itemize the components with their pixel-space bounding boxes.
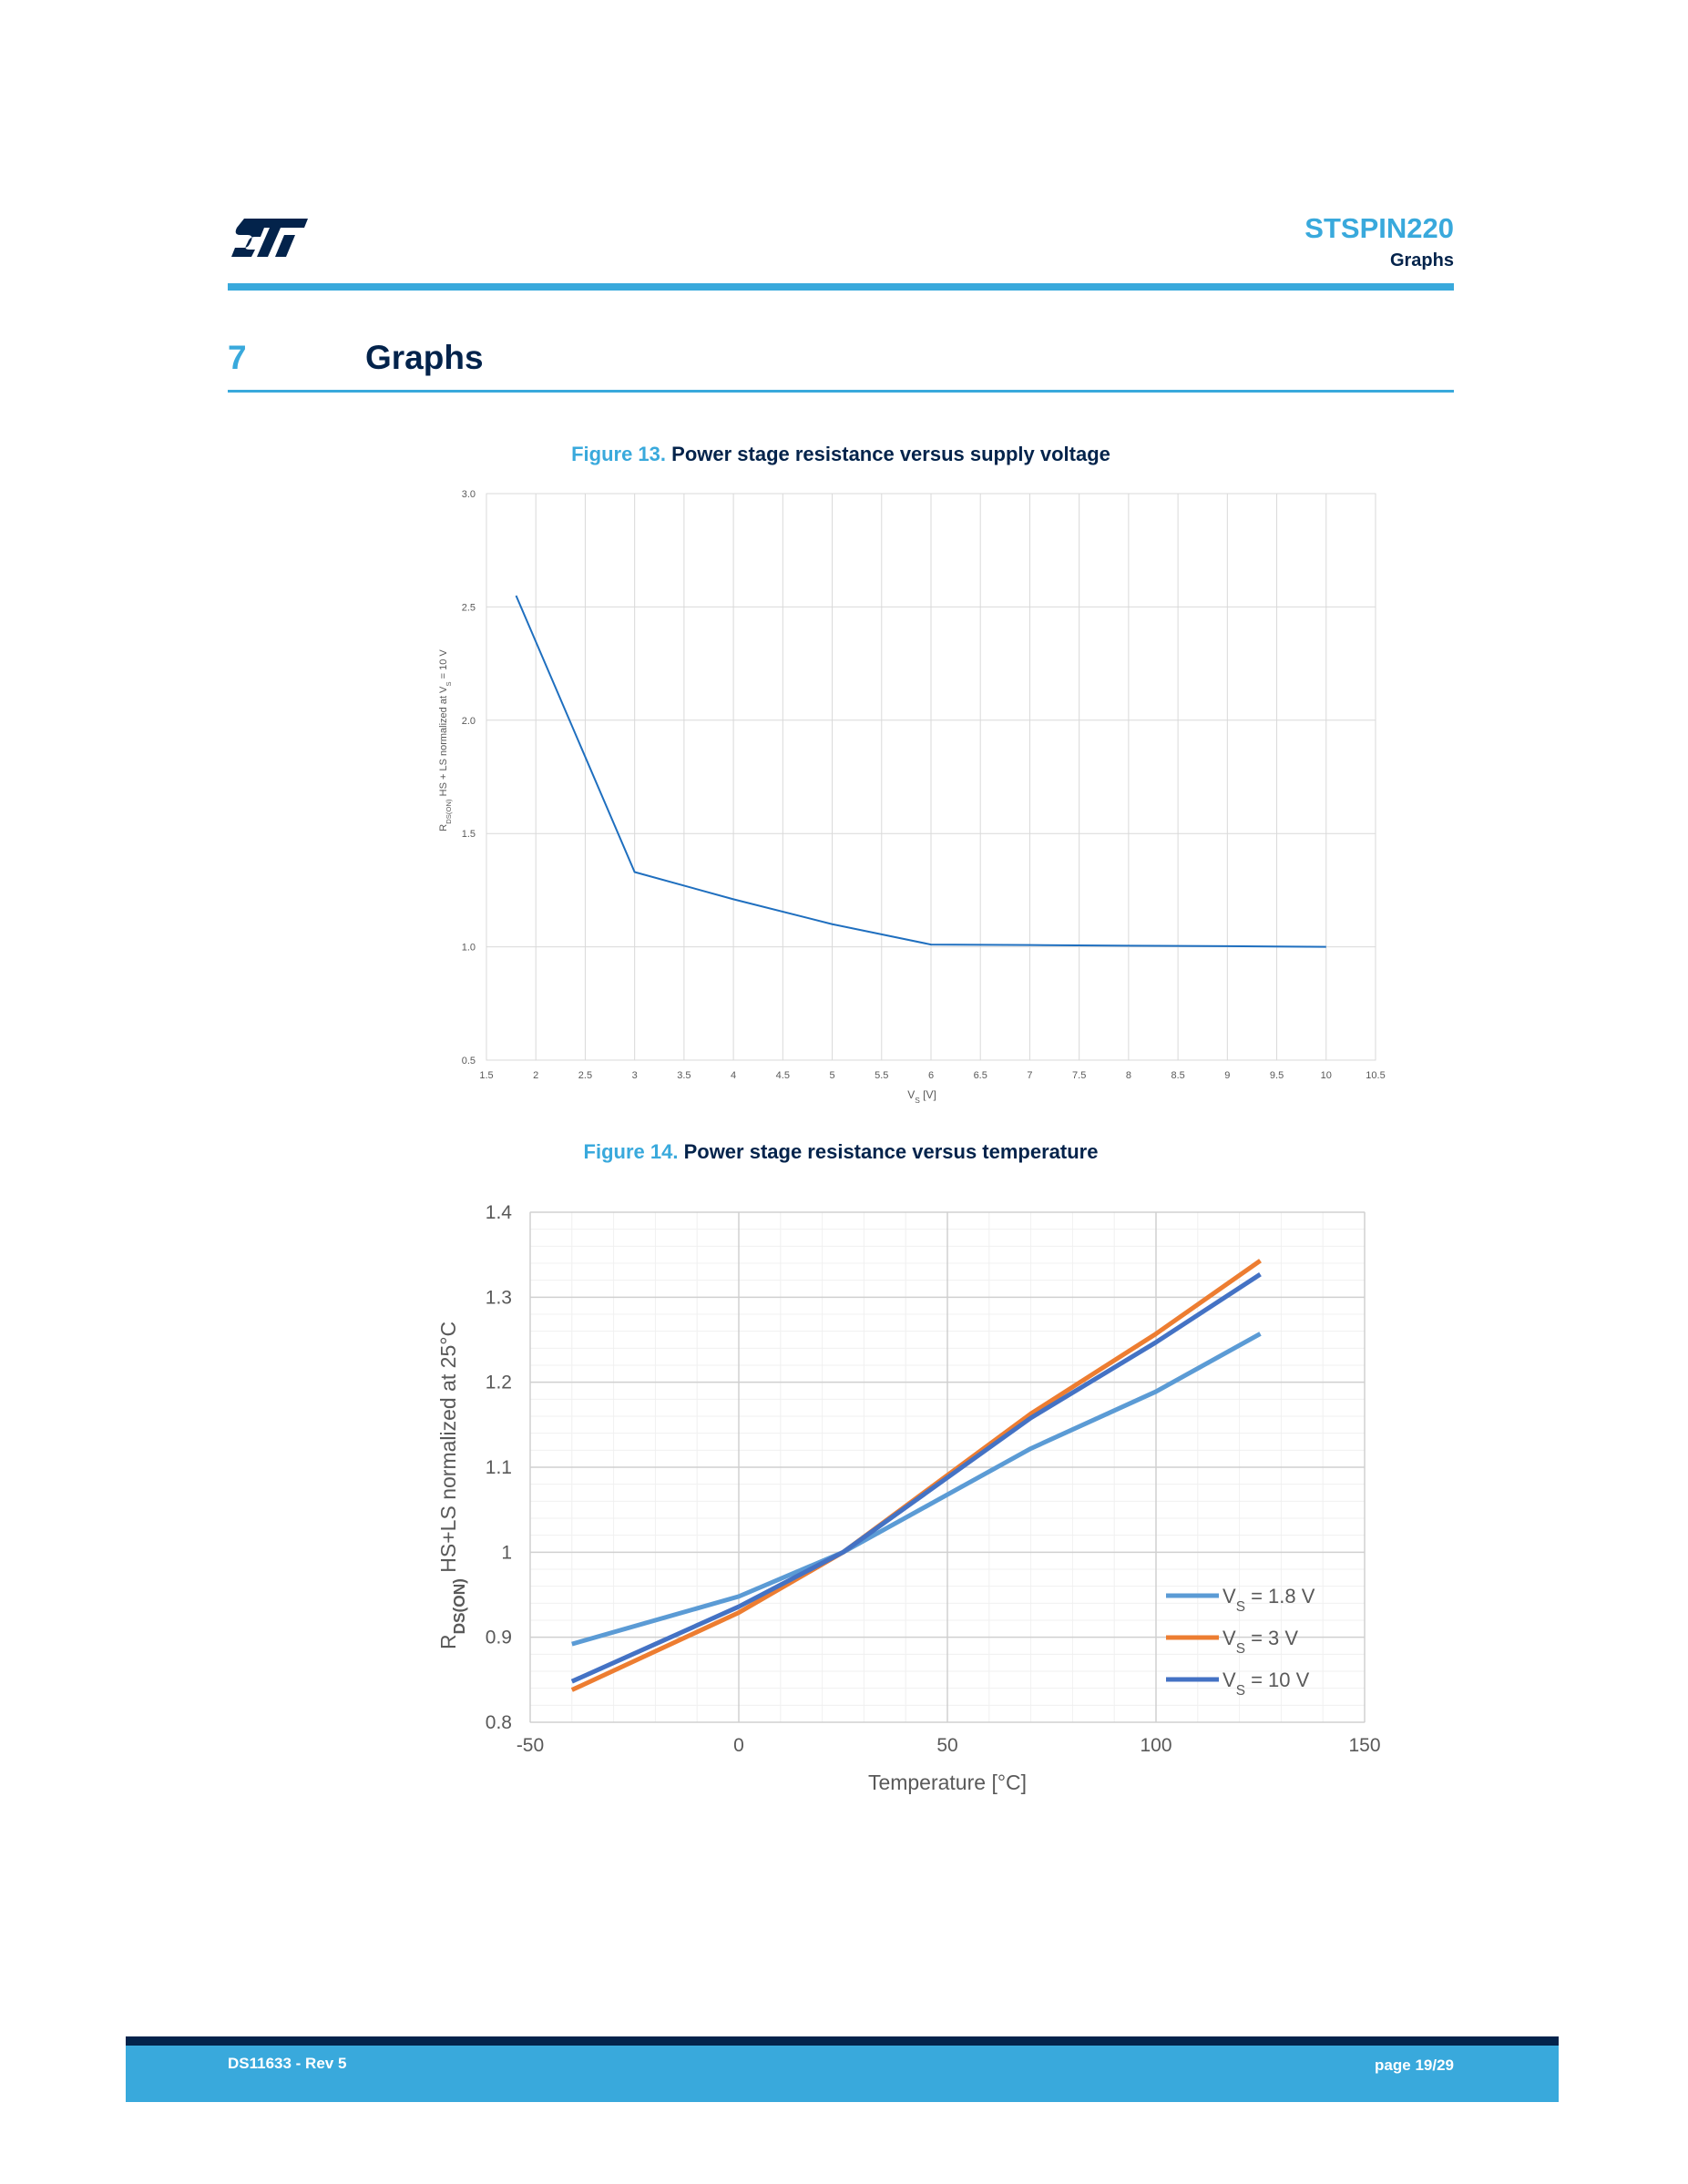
series-line xyxy=(570,1272,1262,1684)
y-tick-label: 1.2 xyxy=(486,1373,512,1393)
x-tick-label: 4 xyxy=(731,1070,736,1081)
x-axis-label: Temperature [°C] xyxy=(868,1771,1027,1794)
y-tick-label: 1.3 xyxy=(486,1287,512,1308)
y-axis-label: RDS(ON) HS+LS normalized at 25°C xyxy=(436,1322,468,1649)
y-tick-label: 0.9 xyxy=(486,1628,512,1648)
section-title: Graphs xyxy=(365,339,484,376)
st-logo xyxy=(231,219,308,257)
x-tick-label: 10.5 xyxy=(1366,1070,1385,1081)
figure-13-label: Figure 13. xyxy=(571,443,667,465)
header-section-name: Graphs xyxy=(1389,250,1454,270)
chart-resistance-vs-voltage: 1.5 2 2.5 3 3.5 4 4.5 5 5.5 6 6.5 7 7.5 8 8.5 9 9.5 10 10.… xyxy=(438,489,1386,1105)
x-tick-label: 3.5 xyxy=(677,1070,691,1081)
x-tick-label: 2.5 xyxy=(578,1070,592,1081)
x-tick-label: 3 xyxy=(632,1070,638,1081)
chart-resistance-vs-temperature: -50 0 50 100 150 0.8 0.9 1 1.1 1.2 1.3 1.4 Temperatu… xyxy=(436,1202,1381,1794)
x-tick-label: 9.5 xyxy=(1270,1070,1284,1081)
figure-13-title: Power stage resistance versus supply vol… xyxy=(671,443,1110,465)
x-axis-label: VS [V] xyxy=(907,1088,936,1105)
x-tick-label: 8.5 xyxy=(1171,1070,1184,1081)
x-tick-label: 6 xyxy=(928,1070,934,1081)
x-tick-label: -50 xyxy=(517,1735,544,1756)
x-tick-label: 7 xyxy=(1027,1070,1032,1081)
document-id: DS11633 - Rev 5 xyxy=(228,2055,347,2072)
section-number: 7 xyxy=(228,339,247,376)
y-tick-label: 1.5 xyxy=(462,829,476,840)
footer-top-band xyxy=(126,2036,1559,2046)
series-line xyxy=(571,1332,1262,1647)
x-tick-label: 5.5 xyxy=(875,1070,888,1081)
figure-14-title: Power stage resistance versus temperatur… xyxy=(683,1140,1099,1163)
section-rule xyxy=(228,390,1454,393)
y-tick-label: 2.5 xyxy=(462,602,476,613)
y-tick-label: 1.0 xyxy=(462,943,476,954)
figure-14-caption: Figure 14. Power stage resistance versus… xyxy=(228,1140,1454,1164)
page-number: page 19/29 xyxy=(1375,2056,1454,2074)
y-tick-label: 1.1 xyxy=(486,1457,512,1478)
x-tick-label: 50 xyxy=(936,1735,957,1756)
x-tick-label: 7.5 xyxy=(1072,1070,1086,1081)
x-tick-label: 100 xyxy=(1140,1735,1171,1756)
x-tick-label: 10 xyxy=(1321,1070,1332,1081)
legend-label: VS = 10 V xyxy=(1223,1669,1310,1699)
y-tick-label: 3.0 xyxy=(462,489,476,500)
y-tick-label: 0.8 xyxy=(486,1712,512,1733)
series-line xyxy=(515,595,1326,948)
x-tick-label: 150 xyxy=(1348,1735,1380,1756)
legend-label: VS = 3 V xyxy=(1223,1627,1298,1657)
y-tick-label: 1 xyxy=(501,1542,512,1563)
y-axis-label: RDS(ON) HS + LS normalized at VS = 10 V xyxy=(438,649,453,832)
y-tick-label: 0.5 xyxy=(462,1056,476,1066)
figure-14-label: Figure 14. xyxy=(583,1140,679,1163)
legend-label: VS = 1.8 V xyxy=(1223,1585,1315,1615)
x-tick-label: 6.5 xyxy=(974,1070,987,1081)
x-tick-label: 8 xyxy=(1126,1070,1131,1081)
x-tick-label: 2 xyxy=(533,1070,538,1081)
x-tick-label: 9 xyxy=(1224,1070,1230,1081)
x-tick-label: 5 xyxy=(829,1070,834,1081)
y-tick-label: 2.0 xyxy=(462,716,476,727)
x-tick-label: 1.5 xyxy=(479,1070,493,1081)
x-tick-label: 0 xyxy=(733,1735,744,1756)
header-rule xyxy=(228,283,1454,291)
figure-13-caption: Figure 13. Power stage resistance versus… xyxy=(228,443,1454,466)
footer-band xyxy=(126,2046,1559,2102)
product-name: STSPIN220 xyxy=(1304,212,1454,244)
x-tick-label: 4.5 xyxy=(776,1070,790,1081)
y-tick-label: 1.4 xyxy=(486,1202,513,1223)
